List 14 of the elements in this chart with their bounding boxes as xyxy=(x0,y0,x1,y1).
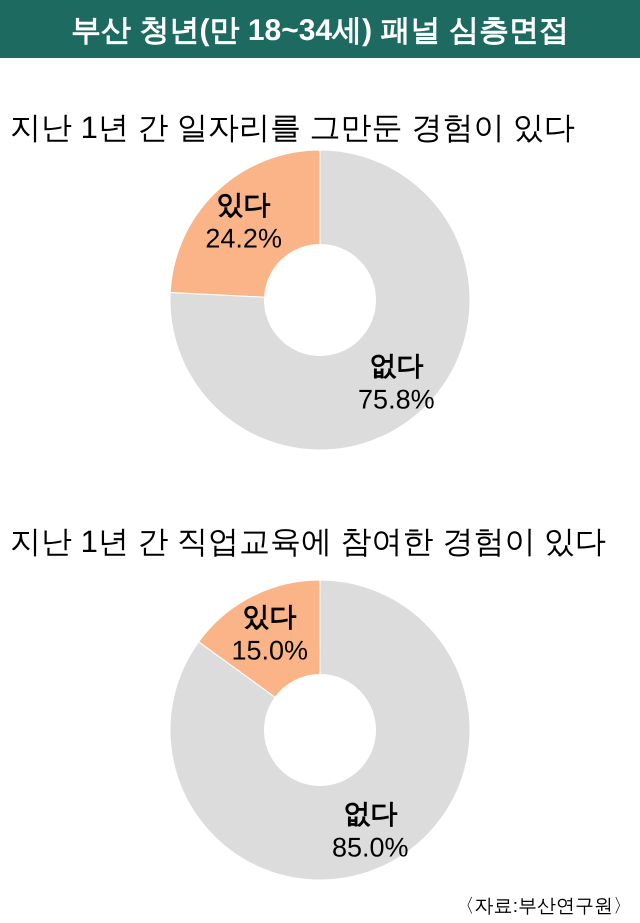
data-label: 15.0% xyxy=(231,635,308,666)
slice-label: 없다 xyxy=(343,798,398,829)
chart-title: 부산 청년(만 18~34세) 패널 심층면접 xyxy=(71,14,569,47)
text: 〈자료:부산연구원〉 xyxy=(456,896,632,917)
slice-label: 없다 xyxy=(369,350,424,380)
chart-title: 지난 1년 간 직업교육에 참여한 경험이 있다 xyxy=(10,524,606,559)
slice-label: 있다 xyxy=(242,601,297,632)
chart-subtitle: 지난 1년 간 일자리를 그만둔 경험이 있다 xyxy=(10,110,575,145)
donut-slice xyxy=(170,150,470,450)
slice-label: 있다 xyxy=(216,190,271,220)
donut-slice xyxy=(170,580,470,880)
data-label: 24.2% xyxy=(205,224,282,254)
data-label: 75.8% xyxy=(358,384,435,414)
data-label: 85.0% xyxy=(332,832,409,863)
